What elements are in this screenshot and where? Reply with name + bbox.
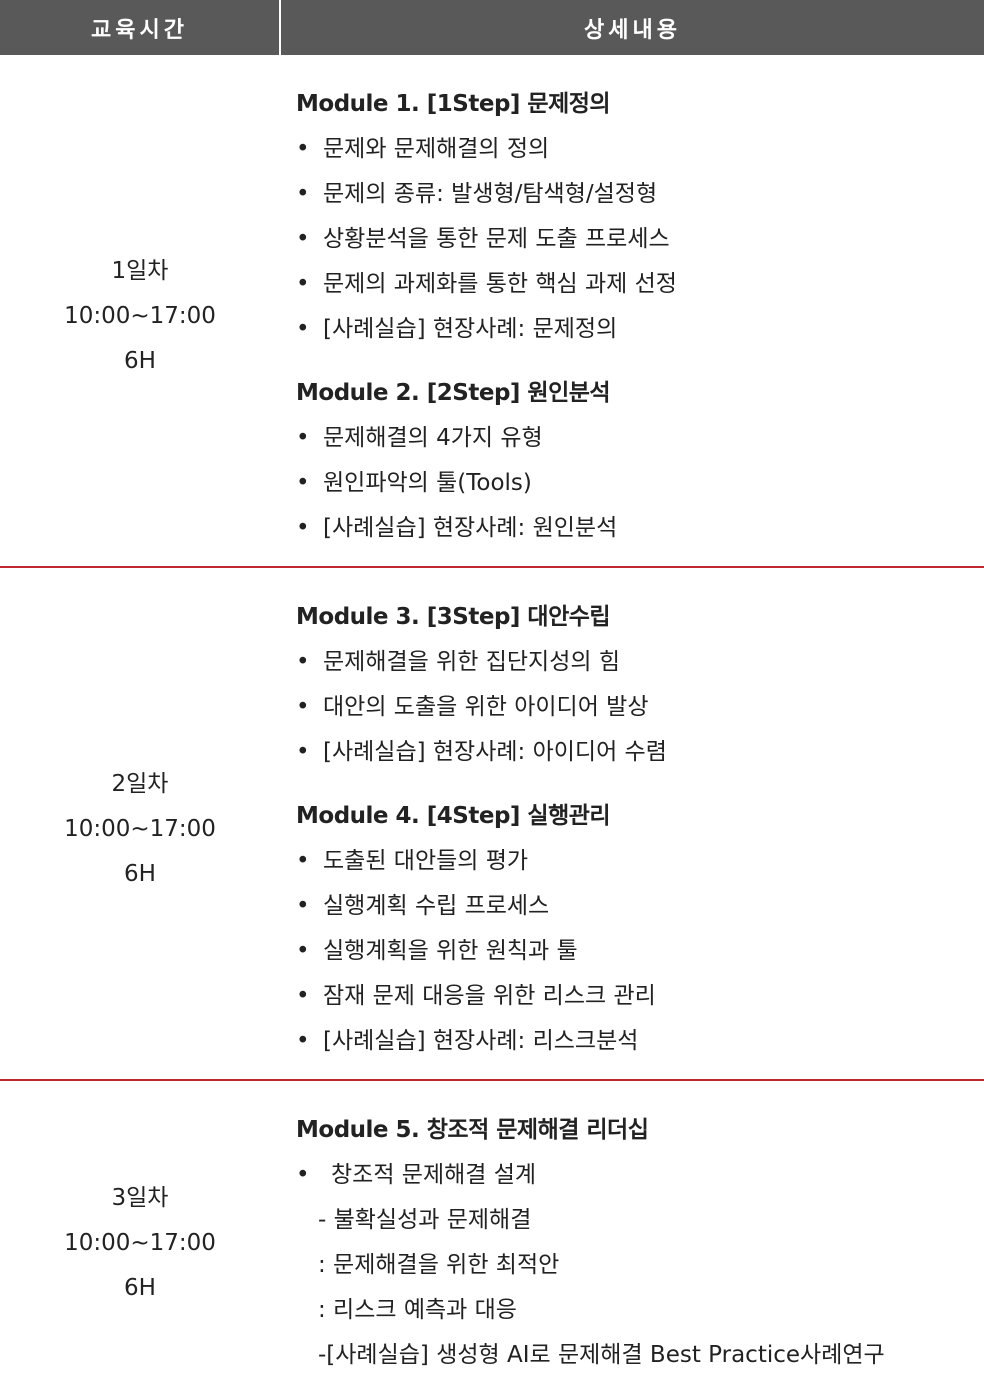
item-text: 실행계획을 위한 원칙과 툴 (323, 938, 578, 964)
bullet: • (296, 271, 310, 297)
module: Module 2. [2Step] 원인분석 • 문제해결의 4가지 유형 • 원인파악… (296, 371, 984, 551)
time-line: 10:00~17:00 (64, 816, 216, 842)
module-title: Module 3. [3Step] 대안수립 (296, 604, 611, 630)
bullet: • (296, 1162, 310, 1188)
bullet-item: • 문제해결을 위한 집단지성의 힘 (296, 640, 984, 685)
time-cell: 3일차 10:00~17:00 6H (0, 1108, 280, 1378)
content-cell: Module 3. [3Step] 대안수립 • 문제해결을 위한 집단지성의 힘 •… (280, 595, 984, 1064)
bullet-item: • 문제와 문제해결의 정의 (296, 127, 984, 172)
time-line: 1일차 (111, 258, 169, 284)
bullet: • (296, 425, 310, 451)
bullet-item: • 문제해결의 4가지 유형 (296, 416, 984, 461)
item-text: 실행계획 수립 프로세스 (323, 893, 550, 919)
bullet-item: • 잠재 문제 대응을 위한 리스크 관리 (296, 974, 984, 1019)
module-title: Module 4. [4Step] 실행관리 (296, 803, 611, 829)
bullet: • (296, 226, 310, 252)
bullet: • (296, 470, 310, 496)
bullet: • (296, 983, 310, 1009)
bullet-item: • 실행계획을 위한 원칙과 툴 (296, 929, 984, 974)
bullet-item: • [사례실습] 현장사례: 원인분석 (296, 506, 984, 551)
module-title: Module 1. [1Step] 문제정의 (296, 91, 611, 117)
time-cell: 1일차 10:00~17:00 6H (0, 82, 280, 551)
table-row: 1일차 10:00~17:00 6H Module 1. [1Step] 문제정의 • 문… (0, 55, 984, 568)
time-line: 10:00~17:00 (64, 303, 216, 329)
item-text: 대안의 도출을 위한 아이디어 발상 (323, 694, 649, 720)
bullet-item: • 상황분석을 통한 문제 도출 프로세스 (296, 217, 984, 262)
item-text: 상황분석을 통한 문제 도출 프로세스 (323, 226, 670, 252)
content-cell: Module 1. [1Step] 문제정의 • 문제와 문제해결의 정의 • 문제의 … (280, 82, 984, 551)
header-cell: 교육시간 (0, 0, 281, 55)
item-text: [사례실습] 현장사례: 리스크분석 (323, 1028, 639, 1054)
bullet: • (296, 316, 310, 342)
bullet: • (296, 136, 310, 162)
table-header: 교육시간 상세내용 (0, 0, 984, 55)
item-text: [사례실습] 현장사례: 문제정의 (323, 316, 618, 342)
item-text: 문제해결의 4가지 유형 (323, 425, 543, 451)
item-text: 잠재 문제 대응을 위한 리스크 관리 (323, 983, 656, 1009)
item-text: 문제와 문제해결의 정의 (323, 136, 550, 162)
bullet-item: • 실행계획 수립 프로세스 (296, 884, 984, 929)
module: Module 4. [4Step] 실행관리 • 도출된 대안들의 평가 • 실행계획 … (296, 794, 984, 1064)
bullet-item: • 문제의 과제화를 통한 핵심 과제 선정 (296, 262, 984, 307)
item-text: 문제의 종류: 발생형/탐색형/설정형 (323, 181, 658, 207)
time-line: 3일차 (111, 1184, 169, 1211)
item-text: 원인파악의 툴(Tools) (323, 470, 532, 496)
bullet: • (296, 848, 310, 874)
time-line: 2일차 (111, 771, 169, 797)
module-title: Module 2. [2Step] 원인분석 (296, 380, 611, 406)
bullet: • (296, 1028, 310, 1054)
sub-item: : 리스크 예측과 대응 (318, 1297, 517, 1323)
bullet-item: • 도출된 대안들의 평가 (296, 839, 984, 884)
time-line: 6H (124, 1274, 156, 1301)
module-title: Module 5. 창조적 문제해결 리더십 (296, 1117, 649, 1143)
time-line: 6H (124, 861, 156, 887)
sub-item: : 문제해결을 위한 최적안 (318, 1252, 560, 1278)
bullet: • (296, 181, 310, 207)
bullet-item: • [사례실습] 현장사례: 아이디어 수렴 (296, 730, 984, 775)
table-row: 2일차 10:00~17:00 6H Module 3. [3Step] 대안수립 • 문… (0, 568, 984, 1081)
table-row: 3일차 10:00~17:00 6H Module 5. 창조적 문제해결 리더십 • 창… (0, 1081, 984, 1393)
bullet: • (296, 694, 310, 720)
bullet-item: • [사례실습] 현장사례: 문제정의 (296, 307, 984, 352)
module: Module 5. 창조적 문제해결 리더십 • 창조적 문제해결 설계 - 불확실성… (296, 1108, 984, 1378)
time-line: 6H (124, 348, 156, 374)
item-text: 도출된 대안들의 평가 (323, 848, 529, 874)
bullet: • (296, 938, 310, 964)
bullet-item: • 대안의 도출을 위한 아이디어 발상 (296, 685, 984, 730)
item-text: 문제해결을 위한 집단지성의 힘 (323, 649, 621, 675)
bullet-item: • 문제의 종류: 발생형/탐색형/설정형 (296, 172, 984, 217)
bullet: • (296, 893, 310, 919)
module: Module 3. [3Step] 대안수립 • 문제해결을 위한 집단지성의 힘 •… (296, 595, 984, 775)
bullet: • (296, 515, 310, 541)
item-text: [사례실습] 현장사례: 아이디어 수렴 (323, 739, 667, 765)
item-text: 창조적 문제해결 설계 (331, 1162, 537, 1188)
header-cell: 상세내용 (584, 17, 681, 43)
table-body: 1일차 10:00~17:00 6H Module 1. [1Step] 문제정의 • 문… (0, 55, 984, 1393)
item-text: 문제의 과제화를 통한 핵심 과제 선정 (323, 271, 677, 297)
content-cell: Module 5. 창조적 문제해결 리더십 • 창조적 문제해결 설계 - 불확실성… (280, 1108, 984, 1378)
bullet-item: • 창조적 문제해결 설계 (296, 1153, 984, 1198)
bullet: • (296, 739, 310, 765)
item-text: [사례실습] 현장사례: 원인분석 (323, 515, 618, 541)
sub-item: - 불확실성과 문제해결 (318, 1207, 532, 1233)
time-line: 10:00~17:00 (64, 1229, 216, 1256)
module: Module 1. [1Step] 문제정의 • 문제와 문제해결의 정의 • 문제의 … (296, 82, 984, 352)
bullet-item: • 원인파악의 툴(Tools) (296, 461, 984, 506)
bullet: • (296, 649, 310, 675)
time-cell: 2일차 10:00~17:00 6H (0, 595, 280, 1064)
bullet-item: • [사례실습] 현장사례: 리스크분석 (296, 1019, 984, 1064)
sub-item: -[사례실습] 생성형 AI로 문제해결 Best Practice사례연구 (318, 1342, 885, 1368)
